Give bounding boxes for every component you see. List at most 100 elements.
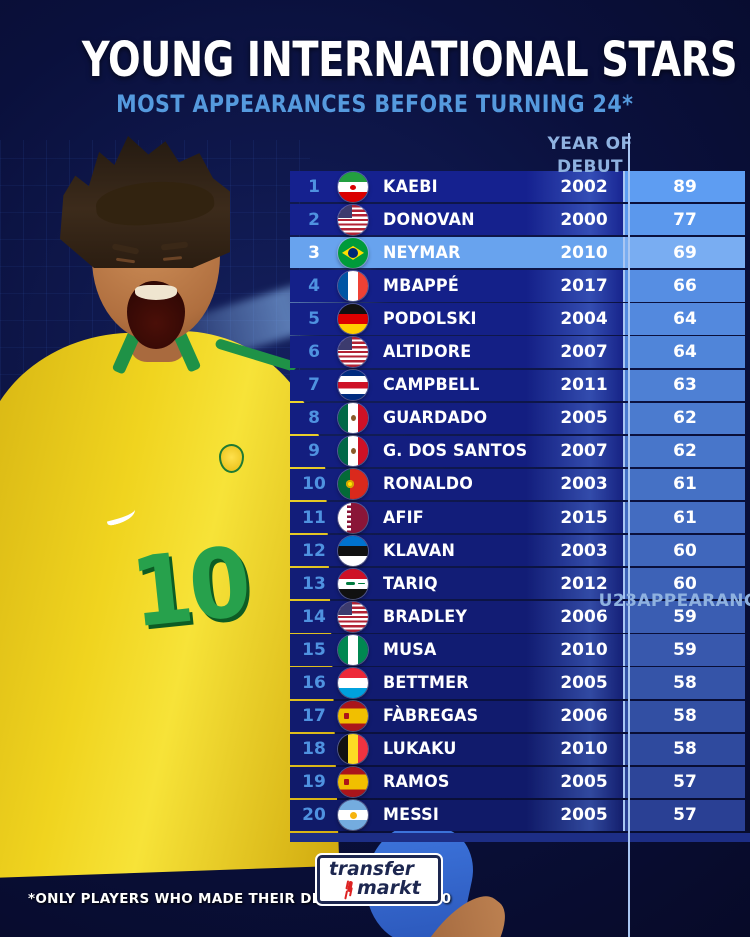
player-name: RONALDO: [383, 474, 473, 495]
rank-label: 14: [302, 606, 326, 627]
table-row: 8 GUARDADO 2005 62: [290, 402, 745, 434]
rank-label: 4: [308, 275, 320, 296]
player-name: LUKAKU: [383, 739, 457, 760]
table-row: 1 KAEBI 2002 89: [290, 171, 745, 203]
player-name: RAMOS: [383, 772, 450, 793]
rank-label: 3: [308, 242, 320, 263]
rank-label: 6: [308, 342, 320, 363]
qatar-flag: [338, 502, 368, 533]
debut-year: 2015: [560, 507, 608, 528]
debut-year: 2005: [560, 408, 608, 429]
u23-appearances-value: 58: [623, 700, 745, 732]
player-name: BRADLEY: [383, 606, 468, 627]
player-name: PODOLSKI: [383, 309, 477, 330]
usa-flag: [338, 601, 368, 632]
table-row: 7 CAMPBELL 2011 63: [290, 369, 745, 401]
rank-label: 18: [302, 739, 326, 760]
rank-label: 1: [308, 176, 320, 197]
rank-label: 8: [308, 408, 320, 429]
u23-appearances-value: 59: [623, 601, 745, 633]
player-name: ALTIDORE: [383, 342, 472, 363]
rank-label: 12: [302, 540, 326, 561]
rank-label: 13: [302, 573, 326, 594]
rank-label: 5: [308, 309, 320, 330]
rank-label: 20: [302, 805, 326, 826]
table-row: 4 MBAPPÉ 2017 66: [290, 270, 745, 302]
u23-appearances-value: 58: [623, 733, 745, 765]
debut-year: 2005: [560, 805, 608, 826]
rank-label: 16: [302, 673, 326, 694]
iran-flag: [338, 171, 368, 202]
header: YOUNG INTERNATIONAL STARS MOST APPEARANC…: [0, 0, 750, 118]
u23-appearances-value: 60: [623, 568, 745, 600]
debut-year: 2007: [560, 342, 608, 363]
estonia-flag: [338, 535, 368, 566]
debut-year: 2017: [560, 275, 608, 296]
debut-year: 2003: [560, 474, 608, 495]
table-bottom-bar: [290, 833, 750, 842]
debut-year: 2006: [560, 606, 608, 627]
rank-label: 2: [308, 209, 320, 230]
player-name: KLAVAN: [383, 540, 456, 561]
table-row: 13 TARIQ 2012 60: [290, 568, 745, 600]
u23-appearances-value: 64: [623, 336, 745, 368]
france-flag: [338, 270, 368, 301]
portugal-flag: [338, 469, 368, 500]
rank-label: 19: [302, 772, 326, 793]
table-row: 5 PODOLSKI 2004 64: [290, 303, 745, 335]
usa-flag: [338, 337, 368, 368]
table-row: 12 KLAVAN 2003 60: [290, 535, 745, 567]
rank-label: 9: [308, 441, 320, 462]
player-name: MESSI: [383, 805, 440, 826]
player-name: KAEBI: [383, 176, 438, 197]
page-title: YOUNG INTERNATIONAL STARS: [81, 32, 738, 88]
debut-year: 2003: [560, 540, 608, 561]
column-header-u23-appearances: U23 APPEARANCES: [599, 133, 750, 937]
column-header-line: YEAR OF: [547, 134, 633, 154]
debut-year: 2000: [560, 209, 608, 230]
u23-appearances-value: 66: [623, 270, 745, 302]
player-name: AFIF: [383, 507, 424, 528]
debut-year: 2005: [560, 772, 608, 793]
logo-text-markt: markt: [357, 877, 421, 899]
table-row: 9 G. DOS SANTOS 2007 62: [290, 435, 745, 468]
logo-text-transfer: transfer: [329, 858, 414, 880]
table-row: 18 LUKAKU 2010 58: [290, 733, 745, 765]
debut-year: 2002: [560, 176, 608, 197]
u23-appearances-value: 57: [623, 799, 745, 832]
player-name: G. DOS SANTOS: [383, 441, 528, 462]
column-header-line: U23: [598, 591, 638, 612]
u23-appearances-value: 61: [623, 501, 745, 534]
table-row: 2 DONOVAN 2000 77: [290, 204, 745, 236]
debut-year: 2006: [560, 706, 608, 727]
u23-appearances-value: 59: [623, 634, 745, 666]
player-name: MUSA: [383, 639, 437, 660]
player-name: FÀBREGAS: [383, 706, 479, 727]
player-name: BETTMER: [383, 673, 469, 694]
column-header-year-of-debut: YEAR OF DEBUT: [538, 133, 642, 179]
runner-icon: [344, 880, 355, 898]
brazil-flag: [338, 237, 368, 268]
belgium-flag: [338, 734, 368, 765]
player-name: TARIQ: [383, 573, 438, 594]
u23-appearances-value: 58: [623, 667, 745, 699]
debut-year: 2011: [560, 375, 608, 396]
rank-label: 11: [302, 507, 326, 528]
germany-flag: [338, 304, 368, 335]
costa-rica-flag: [338, 370, 368, 401]
u23-appearances-value: 89: [623, 171, 745, 203]
column-header-line: DEBUT: [556, 156, 624, 177]
transfermarkt-logo: transfer markt: [317, 855, 441, 904]
debut-year: 2005: [560, 673, 608, 694]
u23-appearances-value: 62: [623, 402, 745, 434]
mexico-flag: [338, 403, 368, 434]
nigeria-flag: [338, 634, 368, 665]
spain-flag: [338, 767, 368, 798]
u23-appearances-value: 64: [623, 303, 745, 335]
debut-year: 2010: [560, 242, 608, 263]
rank-label: 17: [302, 706, 326, 727]
page-subtitle: MOST APPEARANCES BEFORE TURNING 24*: [116, 90, 634, 118]
u23-appearances-value: 57: [623, 766, 745, 798]
u23-appearances-value: 63: [623, 369, 745, 401]
